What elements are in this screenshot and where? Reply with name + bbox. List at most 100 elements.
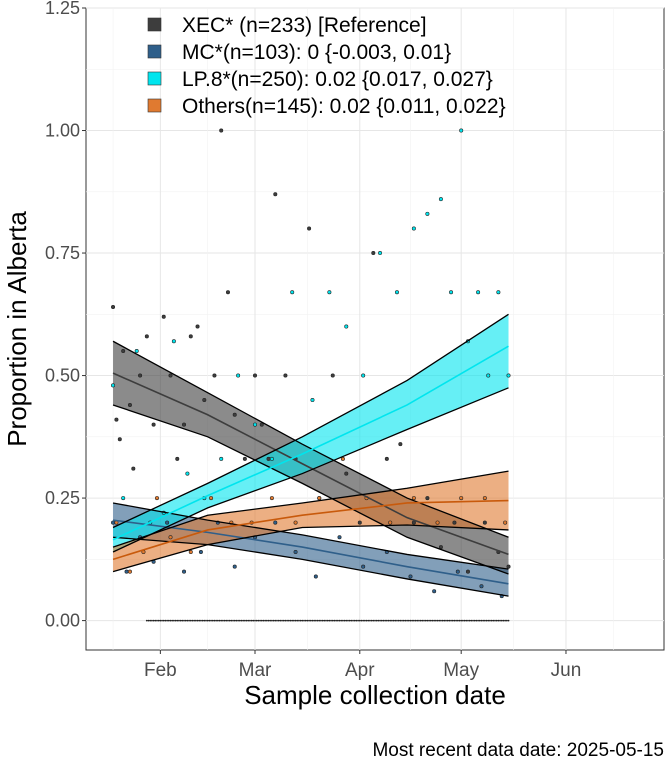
zero-point — [291, 619, 294, 622]
data-point-0 — [232, 412, 237, 417]
y-tick-label: 0.25 — [45, 488, 80, 508]
zero-point — [358, 619, 361, 622]
zero-point — [221, 619, 224, 622]
ci-lower-2 — [112, 387, 509, 553]
zero-point — [169, 619, 172, 622]
zero-point — [385, 619, 388, 622]
zero-point — [240, 619, 243, 622]
zero-point — [172, 619, 175, 622]
zero-point — [428, 619, 430, 622]
data-point-0 — [425, 496, 430, 501]
data-point-1 — [361, 564, 366, 569]
data-point-0 — [344, 471, 349, 476]
zero-point — [326, 619, 329, 622]
zero-point — [448, 619, 451, 622]
data-point-2 — [121, 496, 126, 501]
fit-line-1 — [112, 519, 509, 585]
zero-point — [171, 619, 174, 622]
data-point-0 — [168, 373, 173, 378]
y-tick-label: 0.50 — [45, 366, 80, 386]
zero-point — [424, 619, 427, 622]
zero-point — [232, 619, 234, 622]
zero-point — [276, 619, 278, 622]
data-point-0 — [195, 324, 200, 329]
zero-point — [419, 619, 422, 622]
zero-point — [507, 619, 510, 622]
data-point-3 — [293, 520, 298, 525]
zero-point — [294, 619, 297, 622]
zero-point — [272, 619, 275, 622]
zero-point — [178, 619, 180, 622]
zero-point — [277, 619, 280, 622]
zero-point — [443, 619, 446, 622]
zero-point — [362, 619, 365, 622]
data-point-0 — [144, 334, 149, 339]
zero-point — [340, 619, 343, 622]
zero-point — [279, 619, 282, 622]
zero-point — [343, 619, 346, 622]
zero-point — [460, 619, 463, 622]
data-point-0 — [398, 442, 403, 447]
zero-point — [379, 619, 381, 622]
y-tick-label: 0.75 — [45, 243, 80, 263]
zero-point — [341, 619, 344, 622]
data-point-0 — [225, 290, 230, 295]
zero-point — [238, 619, 241, 622]
data-point-1 — [479, 584, 484, 589]
zero-point — [396, 619, 398, 622]
data-point-3 — [388, 520, 393, 525]
data-point-0 — [117, 437, 122, 442]
zero-point — [335, 619, 338, 622]
data-point-0 — [283, 373, 288, 378]
zero-point — [308, 619, 310, 622]
data-point-0 — [188, 334, 193, 339]
zero-point — [213, 619, 216, 622]
zero-point — [365, 619, 368, 622]
zero-point — [463, 619, 466, 622]
zero-point — [331, 619, 334, 622]
zero-point — [301, 619, 304, 622]
zero-point — [375, 619, 378, 622]
zero-point — [225, 619, 228, 622]
zero-point — [215, 619, 218, 622]
zero-point — [333, 619, 336, 622]
zero-point — [230, 619, 233, 622]
zero-point — [216, 619, 219, 622]
data-point-2 — [459, 128, 464, 133]
zero-point — [402, 619, 405, 622]
zero-point — [183, 619, 185, 622]
legend-key-2 — [147, 71, 162, 86]
zero-point — [242, 619, 245, 622]
zero-point — [416, 619, 419, 622]
legend-key-3 — [147, 98, 162, 113]
data-point-2 — [290, 290, 295, 295]
zero-point — [372, 619, 375, 622]
data-point-1 — [124, 569, 129, 574]
data-point-2 — [111, 383, 116, 388]
zero-point — [154, 619, 157, 622]
zero-point — [453, 619, 456, 622]
data-point-1 — [455, 569, 460, 574]
zero-point — [220, 619, 223, 622]
x-tick-label: Feb — [144, 660, 177, 681]
ci-ribbon-2 — [113, 314, 509, 552]
ci-lower-1 — [112, 536, 509, 597]
zero-point — [431, 619, 434, 622]
zero-point — [350, 619, 353, 622]
caption-most-recent-date: Most recent data date: 2025-05-15 — [372, 740, 664, 761]
data-point-0 — [138, 373, 143, 378]
data-point-2 — [171, 339, 176, 344]
zero-point — [461, 619, 464, 622]
zero-point — [189, 619, 192, 622]
zero-point — [494, 619, 496, 622]
fit-line-0 — [112, 372, 509, 556]
data-point-0 — [371, 251, 376, 256]
zero-point — [406, 619, 409, 622]
data-point-0 — [175, 456, 180, 461]
data-point-0 — [307, 226, 312, 231]
legend-label-1: MC*(n=103): 0 {-0.003, 0.01} — [182, 41, 451, 64]
zero-point — [196, 619, 199, 622]
zero-point — [223, 619, 226, 622]
zero-point — [389, 619, 392, 622]
zero-point — [211, 619, 214, 622]
